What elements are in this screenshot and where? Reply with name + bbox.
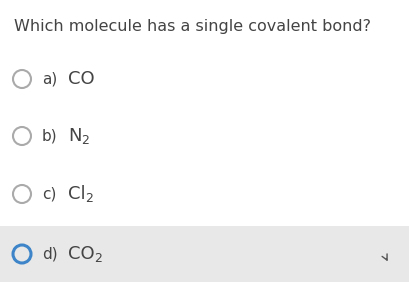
Text: b): b) bbox=[42, 128, 58, 143]
Text: a): a) bbox=[42, 71, 57, 86]
Text: Cl: Cl bbox=[68, 185, 85, 203]
Text: c): c) bbox=[42, 186, 56, 201]
Text: d): d) bbox=[42, 246, 58, 261]
Text: N: N bbox=[68, 127, 81, 145]
Text: 2: 2 bbox=[94, 253, 102, 265]
Text: 2: 2 bbox=[81, 134, 89, 148]
Text: 2: 2 bbox=[85, 193, 93, 206]
Text: Which molecule has a single covalent bond?: Which molecule has a single covalent bon… bbox=[14, 19, 370, 34]
Text: CO: CO bbox=[68, 70, 94, 88]
Bar bbox=[0, 226, 409, 282]
Text: CO: CO bbox=[68, 245, 94, 263]
